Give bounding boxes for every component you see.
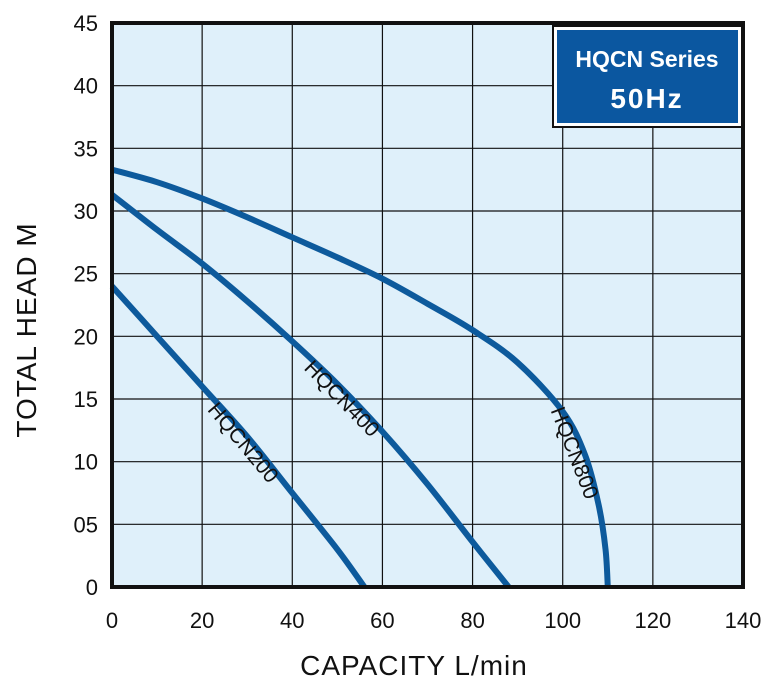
curve-hqcn200 <box>109 284 367 589</box>
x-axis-ticks: 0 20 40 60 80 100 120 140 <box>106 608 761 633</box>
y-tick-label: 15 <box>74 387 98 412</box>
curve-hqcn800 <box>111 166 611 588</box>
y-tick-label: 25 <box>74 262 98 287</box>
performance-curves <box>109 166 611 589</box>
y-tick-label: 45 <box>74 11 98 36</box>
y-tick-label: 20 <box>74 324 98 349</box>
x-tick-label: 100 <box>544 608 581 633</box>
x-axis-title: CAPACITY L/min <box>300 650 528 681</box>
chart-subtitle: 50Hz <box>610 83 683 114</box>
plot-frame <box>110 21 745 589</box>
y-tick-label: 10 <box>74 450 98 475</box>
y-tick-label: 0 <box>86 575 98 600</box>
series-title-box: HQCN Series 50Hz <box>552 25 743 128</box>
y-axis-title: TOTAL HEAD M <box>11 222 42 437</box>
y-tick-label: 35 <box>74 136 98 161</box>
x-tick-label: 140 <box>725 608 762 633</box>
x-tick-label: 120 <box>634 608 671 633</box>
x-tick-label: 20 <box>190 608 214 633</box>
curve-hqcn400 <box>110 192 511 589</box>
y-tick-label: 05 <box>74 512 98 537</box>
x-tick-label: 0 <box>106 608 118 633</box>
series-title-box-fill <box>557 30 738 123</box>
chart-title: HQCN Series <box>575 46 718 72</box>
x-tick-label: 40 <box>280 608 304 633</box>
y-tick-label: 30 <box>74 199 98 224</box>
y-axis-ticks: 0 05 10 15 20 25 30 35 40 45 <box>74 11 98 600</box>
y-tick-label: 40 <box>74 74 98 99</box>
x-tick-label: 80 <box>460 608 484 633</box>
x-tick-label: 60 <box>370 608 394 633</box>
